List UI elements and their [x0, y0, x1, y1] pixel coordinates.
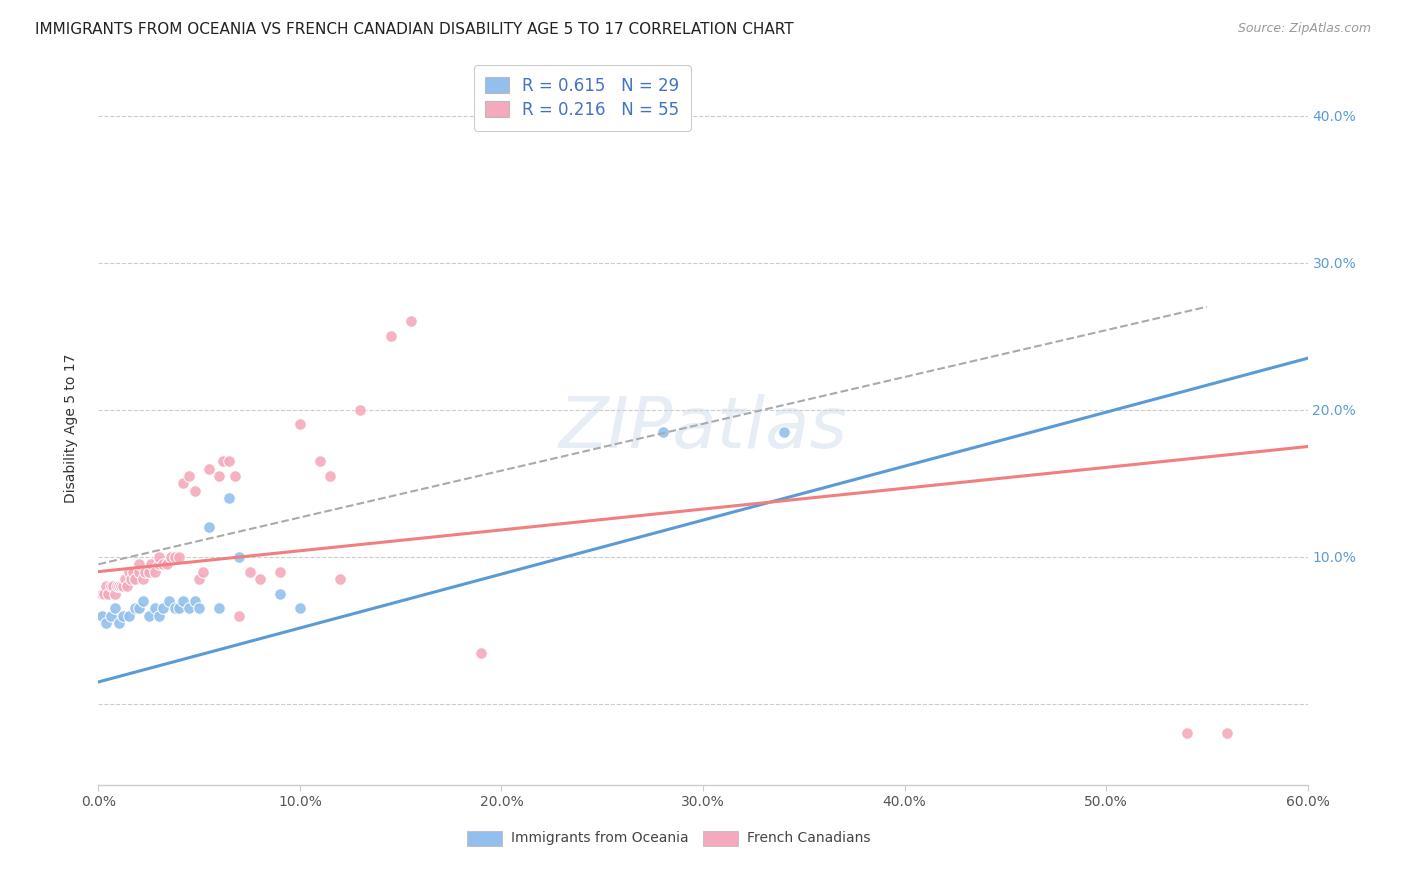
Point — [101, 579, 124, 593]
Point — [128, 601, 150, 615]
Point — [179, 601, 201, 615]
Point — [349, 402, 371, 417]
Point — [172, 594, 194, 608]
Point — [163, 601, 186, 615]
Point — [124, 601, 146, 615]
Point — [103, 601, 125, 615]
Point — [228, 549, 250, 564]
Point — [309, 454, 332, 468]
Point — [134, 565, 156, 579]
Point — [184, 594, 207, 608]
Point — [100, 579, 122, 593]
Point — [288, 601, 311, 615]
Point — [228, 608, 250, 623]
Point — [156, 558, 179, 572]
Point — [188, 601, 211, 615]
FancyBboxPatch shape — [703, 830, 738, 847]
Point — [188, 572, 211, 586]
Point — [139, 558, 162, 572]
Point — [148, 558, 170, 572]
Point — [208, 469, 231, 483]
Point — [167, 549, 190, 564]
Text: Immigrants from Oceania: Immigrants from Oceania — [512, 831, 689, 846]
Text: IMMIGRANTS FROM OCEANIA VS FRENCH CANADIAN DISABILITY AGE 5 TO 17 CORRELATION CH: IMMIGRANTS FROM OCEANIA VS FRENCH CANADI… — [35, 22, 794, 37]
Point — [93, 587, 115, 601]
Point — [105, 579, 128, 593]
Point — [249, 572, 271, 586]
Point — [132, 572, 155, 586]
Text: ZIPatlas: ZIPatlas — [558, 393, 848, 463]
Point — [198, 520, 221, 534]
Point — [269, 587, 291, 601]
Point — [319, 469, 342, 483]
Point — [179, 469, 201, 483]
Point — [111, 608, 134, 623]
Text: French Canadians: French Canadians — [747, 831, 870, 846]
Point — [114, 572, 136, 586]
Point — [110, 579, 132, 593]
Point — [152, 601, 174, 615]
Point — [152, 558, 174, 572]
Point — [143, 601, 166, 615]
Point — [198, 461, 221, 475]
Point — [288, 417, 311, 432]
Point — [107, 579, 129, 593]
Point — [111, 579, 134, 593]
Point — [218, 491, 240, 505]
Point — [329, 572, 352, 586]
Point — [218, 454, 240, 468]
Point — [399, 314, 422, 328]
Point — [224, 469, 246, 483]
Point — [121, 565, 143, 579]
Point — [103, 587, 125, 601]
Point — [118, 608, 141, 623]
Point — [143, 565, 166, 579]
Point — [160, 549, 183, 564]
Point — [96, 616, 118, 631]
Legend: R = 0.615   N = 29, R = 0.216   N = 55: R = 0.615 N = 29, R = 0.216 N = 55 — [474, 65, 690, 130]
Point — [163, 549, 186, 564]
FancyBboxPatch shape — [467, 830, 502, 847]
Point — [157, 594, 180, 608]
Point — [91, 608, 114, 623]
Point — [772, 425, 794, 439]
Point — [193, 565, 215, 579]
Point — [212, 454, 235, 468]
Point — [148, 549, 170, 564]
Point — [120, 572, 142, 586]
Point — [1175, 726, 1198, 740]
Point — [380, 329, 402, 343]
Point — [97, 587, 120, 601]
Point — [115, 579, 138, 593]
Point — [138, 565, 160, 579]
Point — [269, 565, 291, 579]
Point — [118, 565, 141, 579]
Point — [208, 601, 231, 615]
Point — [172, 476, 194, 491]
Point — [132, 594, 155, 608]
Point — [470, 646, 492, 660]
Point — [167, 601, 190, 615]
Y-axis label: Disability Age 5 to 17: Disability Age 5 to 17 — [63, 353, 77, 503]
Point — [91, 587, 114, 601]
Point — [138, 608, 160, 623]
Point — [651, 425, 673, 439]
Point — [96, 579, 118, 593]
Point — [107, 616, 129, 631]
Point — [124, 572, 146, 586]
Point — [128, 558, 150, 572]
Point — [239, 565, 262, 579]
Point — [100, 608, 122, 623]
Point — [184, 483, 207, 498]
Point — [128, 565, 150, 579]
Point — [148, 608, 170, 623]
Text: Source: ZipAtlas.com: Source: ZipAtlas.com — [1237, 22, 1371, 36]
Point — [1216, 726, 1239, 740]
